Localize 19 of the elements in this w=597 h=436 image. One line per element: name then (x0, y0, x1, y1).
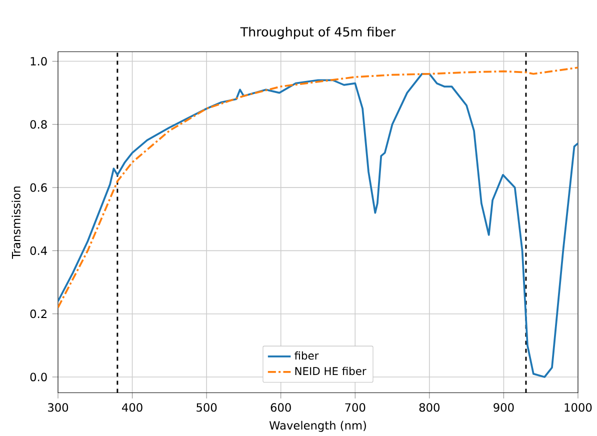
x-tick-label: 600 (270, 403, 291, 412)
legend-label: NEID HE fiber (295, 366, 366, 375)
chart-title: Throughput of 45m fiber (240, 26, 396, 39)
y-tick-label: 1.0 (30, 56, 47, 66)
x-tick-label: 400 (122, 403, 142, 412)
legend-label: fiber (294, 351, 319, 360)
y-tick-label: 0.0 (30, 372, 47, 382)
y-tick-label: 0.6 (30, 183, 47, 192)
y-tick-label: 0.2 (30, 309, 46, 318)
x-tick-label: 500 (196, 403, 217, 412)
x-tick-label: 700 (345, 403, 366, 412)
x-tick-label: 1000 (564, 403, 592, 412)
x-axis-title: Wavelength (nm) (269, 420, 366, 432)
y-tick-label: 0.8 (30, 120, 47, 129)
y-tick-label: 0.4 (30, 246, 47, 255)
y-axis-title: Transmission (12, 186, 20, 259)
x-tick-label: 300 (48, 403, 68, 412)
x-tick-label: 800 (419, 403, 440, 412)
x-tick-label: 900 (494, 403, 514, 412)
